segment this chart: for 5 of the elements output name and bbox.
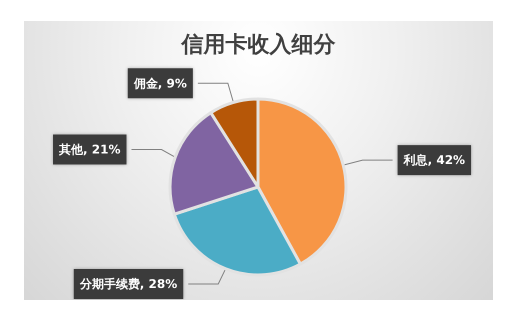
slice-label: 分期手续费, 28% (78, 277, 178, 291)
slice-label: 利息, 42% (402, 153, 466, 168)
slice-label: 佣金, 9% (132, 76, 187, 90)
chart-title: 信用卡收入细分 (180, 32, 336, 58)
slice-label: 其他, 21% (58, 142, 120, 157)
